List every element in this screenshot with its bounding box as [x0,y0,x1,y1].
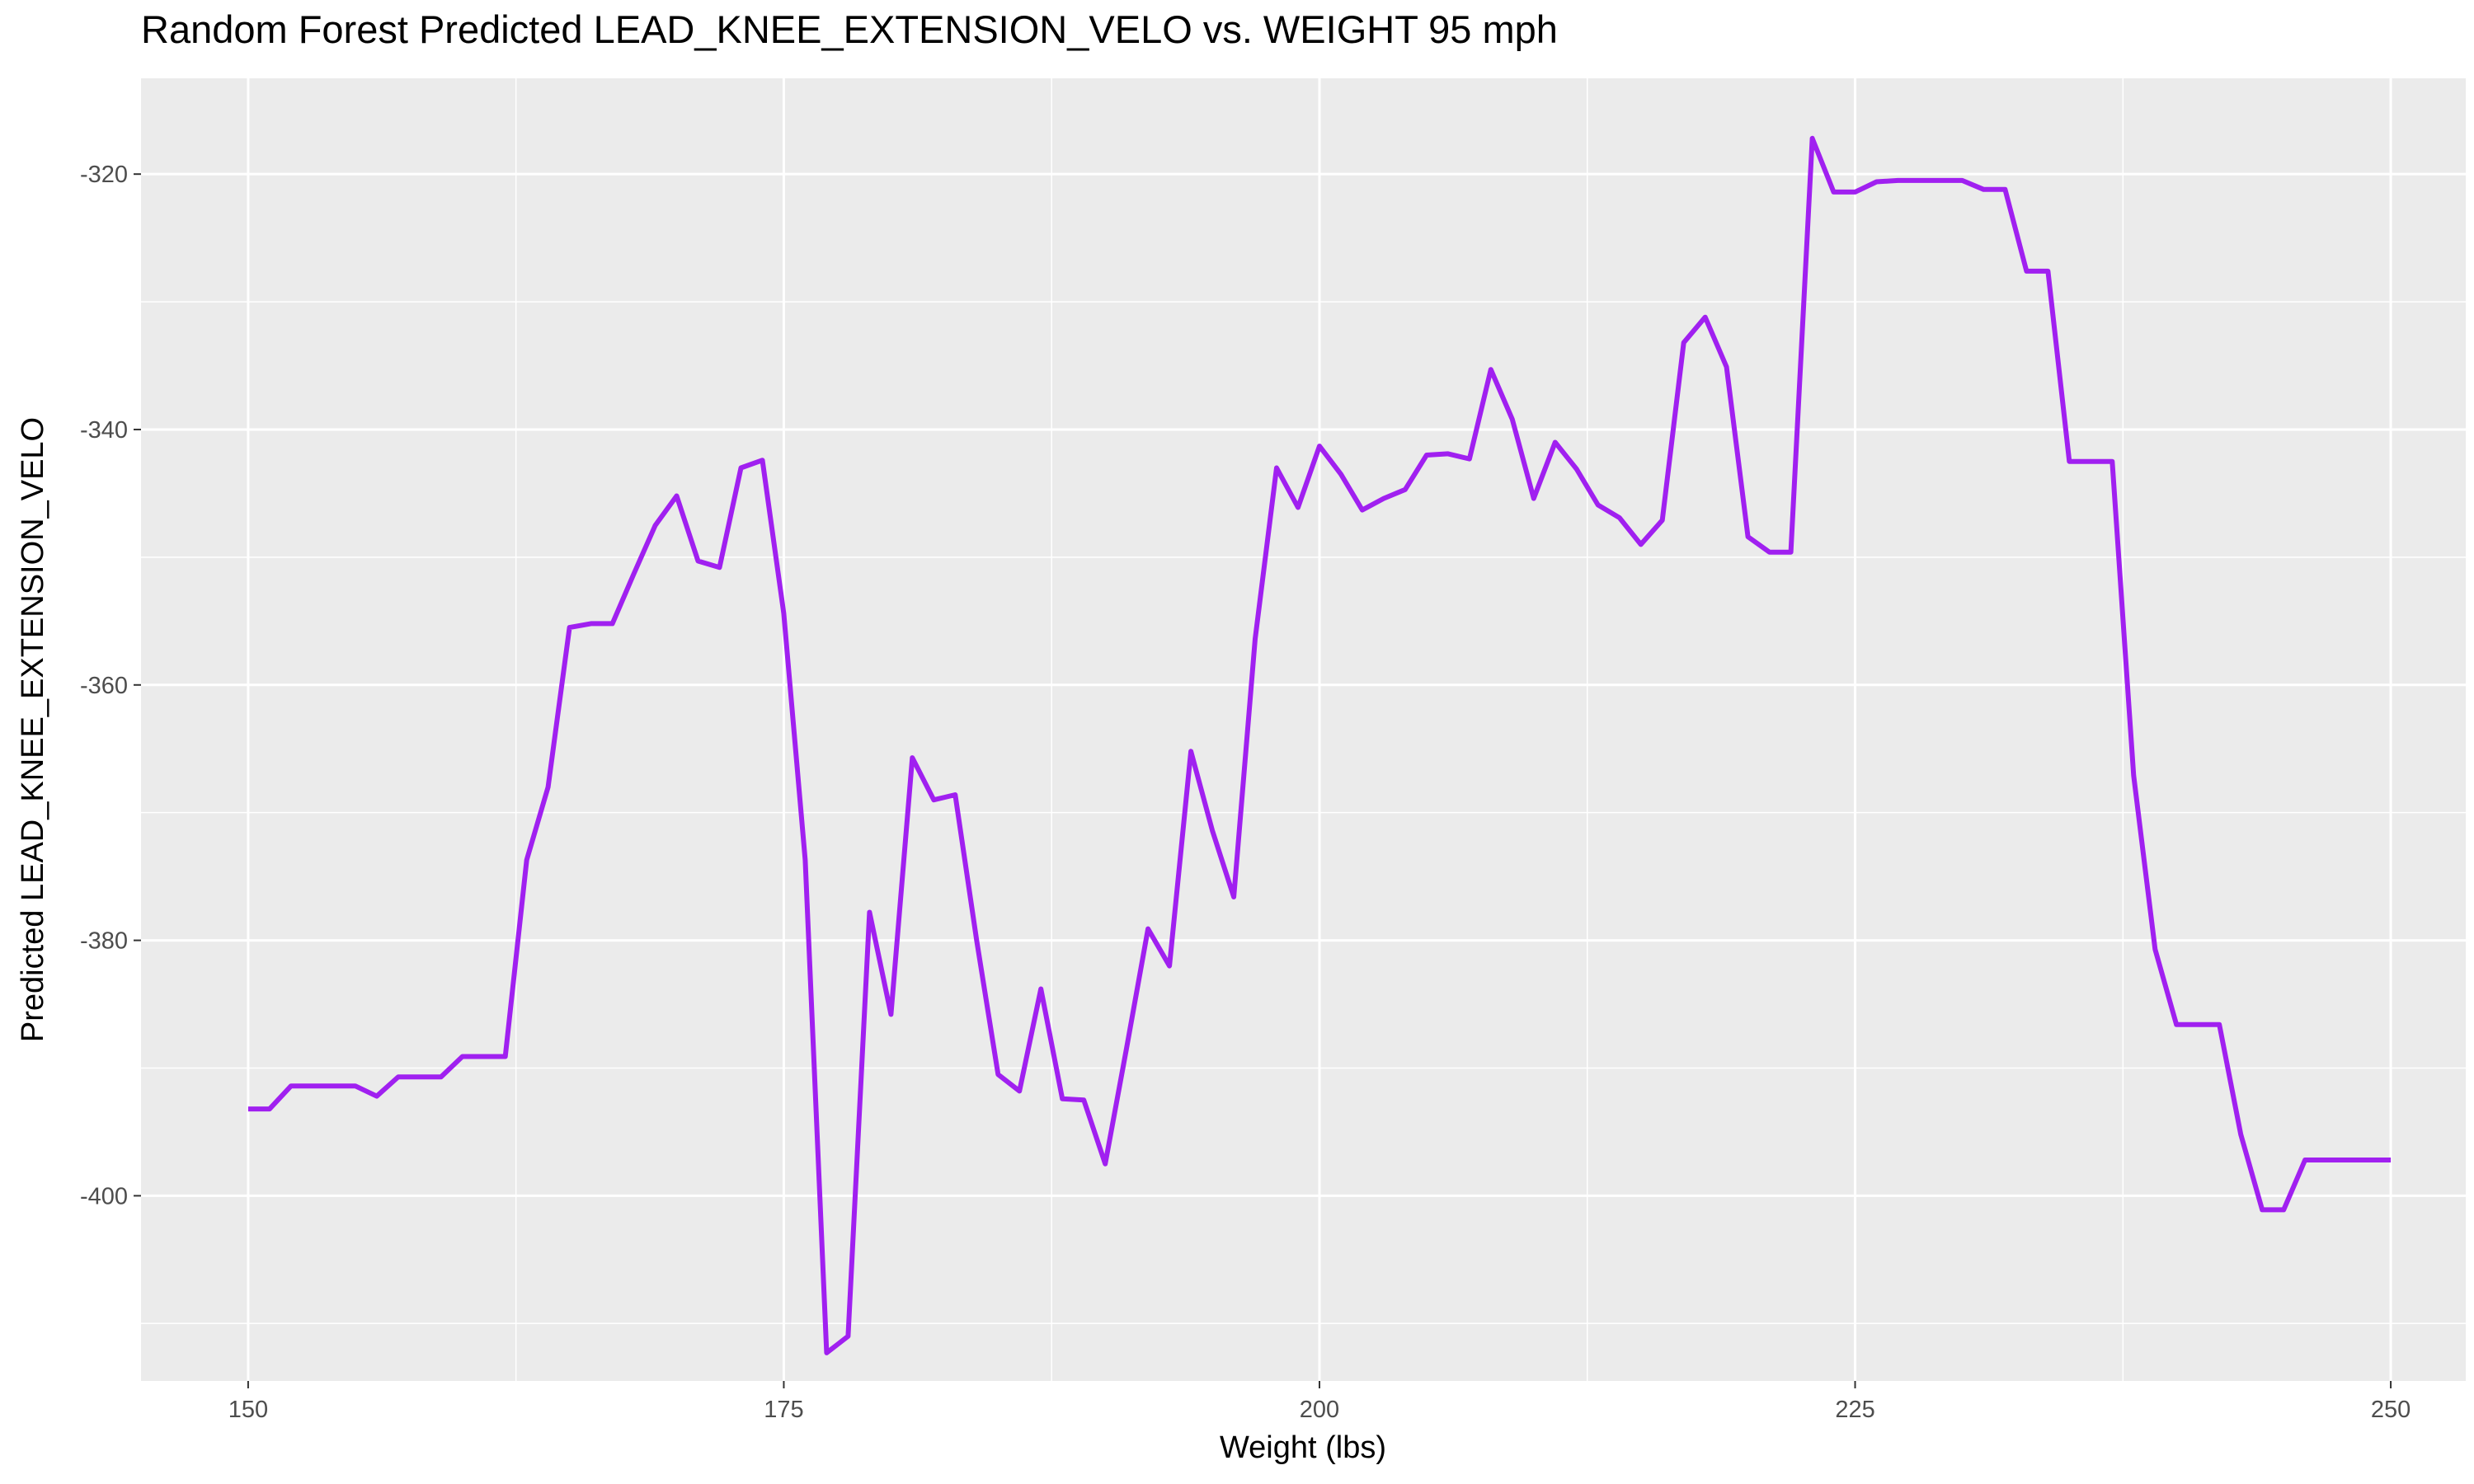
y-tick-label: -320 [80,162,128,188]
major-grid [141,78,2466,1381]
x-tick-label: 225 [1835,1397,1874,1423]
x-tick-label: 150 [228,1397,268,1423]
x-axis-title: Weight (lbs) [1220,1430,1386,1465]
chart-title: Random Forest Predicted LEAD_KNEE_EXTENS… [141,7,1558,51]
y-axis-title: Predicted LEAD_KNEE_EXTENSION_VELO [16,417,50,1042]
x-tick-label: 175 [764,1397,803,1423]
series-line [247,135,2392,1355]
y-tick-label: -360 [80,673,128,699]
x-axis-ticks: 150 175 200 225 250 [228,1381,2411,1423]
y-tick-label: -340 [80,417,128,444]
y-tick-label: -380 [80,928,128,955]
x-tick-label: 250 [2371,1397,2411,1423]
y-tick-label: -400 [80,1183,128,1209]
y-axis-ticks: -320 -340 -360 -380 -400 [80,162,141,1209]
minor-grid [141,78,2466,1381]
x-tick-label: 200 [1300,1397,1339,1423]
plot-panel [141,78,2466,1381]
